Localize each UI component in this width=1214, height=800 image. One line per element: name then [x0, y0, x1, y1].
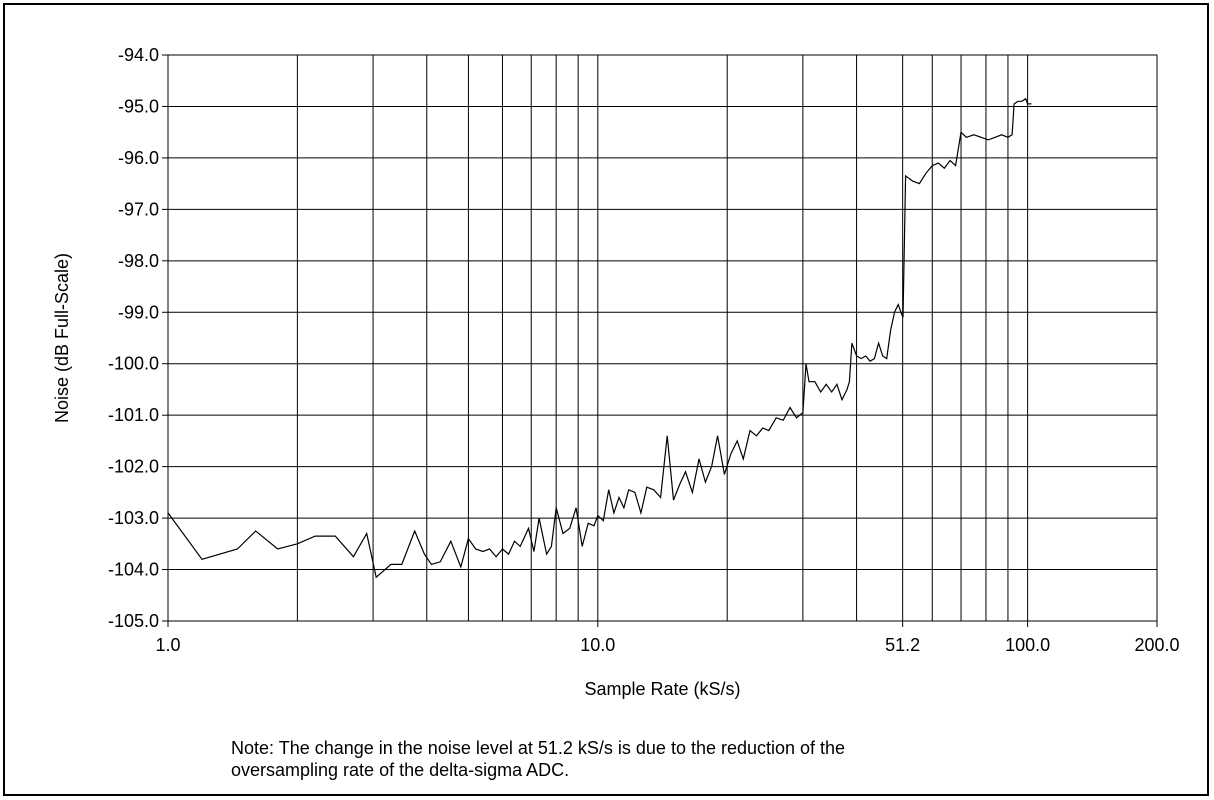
y-tick-label: -102.0	[108, 457, 159, 477]
y-tick-label: -100.0	[108, 354, 159, 374]
y-tick-label: -97.0	[118, 199, 159, 219]
plot-area	[167, 54, 1158, 622]
x-tick-label: 10.0	[580, 635, 615, 655]
y-tick-label: -96.0	[118, 148, 159, 168]
y-tick-label: -104.0	[108, 560, 159, 580]
x-axis-label: Sample Rate (kS/s)	[584, 679, 740, 699]
x-tick-label: 100.0	[1005, 635, 1050, 655]
chart-frame	[3, 3, 1209, 796]
note-line-1: Note: The change in the noise level at 5…	[231, 738, 846, 758]
y-tick-label: -99.0	[118, 302, 159, 322]
x-axis-ticks: 1.0 10.0 51.2 100.0 200.0	[155, 621, 1180, 655]
y-tick-label: -94.0	[118, 45, 159, 65]
y-axis-label: Noise (dB Full-Scale)	[52, 253, 72, 423]
y-tick-label: -95.0	[118, 96, 159, 116]
x-tick-label: 200.0	[1134, 635, 1179, 655]
y-tick-label: -98.0	[118, 251, 159, 271]
x-tick-label: 51.2	[885, 635, 920, 655]
y-tick-label: -105.0	[108, 611, 159, 631]
noise-vs-sample-rate-chart: -94.0 -95.0 -96.0 -97.0 -98.0 -99.0 -100.0 -101…	[52, 45, 1180, 699]
x-tick-label: 1.0	[155, 635, 180, 655]
chart-note: Note: The change in the noise level at 5…	[231, 737, 931, 781]
y-tick-label: -103.0	[108, 508, 159, 528]
y-tick-label: -101.0	[108, 405, 159, 425]
y-axis-ticks: -94.0 -95.0 -96.0 -97.0 -98.0 -99.0 -100.0 -101…	[108, 45, 168, 631]
noise-series-line	[167, 97, 1032, 579]
note-line-2: oversampling rate of the delta-sigma ADC…	[231, 760, 570, 780]
